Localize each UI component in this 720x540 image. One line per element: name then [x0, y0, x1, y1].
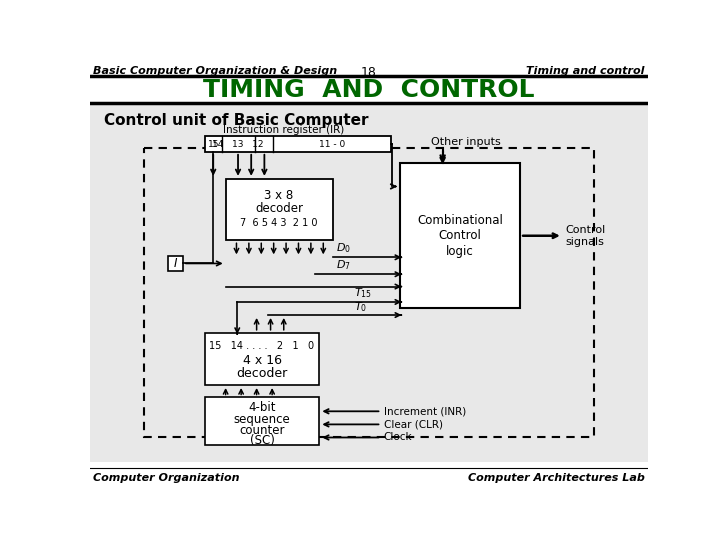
Text: 3 x 8: 3 x 8	[264, 189, 294, 202]
Text: decoder: decoder	[236, 367, 288, 380]
Text: $D_0$: $D_0$	[336, 241, 351, 255]
Bar	[204, 137, 391, 152]
Text: 15   14 . . . .   2   1   0: 15 14 . . . . 2 1 0	[210, 341, 315, 351]
Text: Control: Control	[565, 225, 606, 235]
Text: 7  6 5 4 3  2 1 0: 7 6 5 4 3 2 1 0	[240, 218, 318, 228]
Text: 14   13   12: 14 13 12	[212, 140, 264, 149]
Text: (SC): (SC)	[250, 434, 274, 447]
Bar	[144, 148, 594, 437]
Text: TIMING  AND  CONTROL: TIMING AND CONTROL	[203, 78, 535, 102]
Text: 18: 18	[361, 66, 377, 79]
Text: Combinational: Combinational	[417, 214, 503, 227]
Text: $D_7$: $D_7$	[336, 258, 351, 272]
Text: sequence: sequence	[234, 413, 290, 426]
Text: Computer Organization: Computer Organization	[93, 473, 240, 483]
Text: 4 x 16: 4 x 16	[243, 354, 282, 367]
Text: Increment (INR): Increment (INR)	[384, 406, 466, 416]
Text: Timing and control: Timing and control	[526, 66, 645, 76]
Bar	[204, 397, 320, 445]
Bar	[225, 179, 333, 240]
Text: logic: logic	[446, 245, 474, 258]
Text: decoder: decoder	[255, 201, 303, 214]
Text: counter: counter	[239, 424, 285, 437]
Text: Instruction register (IR): Instruction register (IR)	[223, 125, 344, 135]
Bar	[90, 104, 648, 462]
Text: 4-bit: 4-bit	[248, 401, 276, 414]
Text: 15: 15	[207, 140, 219, 149]
Text: Basic Computer Organization & Design: Basic Computer Organization & Design	[93, 66, 337, 76]
Text: I: I	[174, 257, 177, 270]
Bar	[204, 333, 320, 385]
Bar	[168, 256, 183, 271]
Text: $T_0$: $T_0$	[354, 300, 366, 314]
Text: signals: signals	[565, 237, 604, 247]
Text: $T_{15}$: $T_{15}$	[354, 287, 372, 300]
Text: Clear (CLR): Clear (CLR)	[384, 420, 443, 429]
Text: Control: Control	[438, 230, 482, 242]
Text: Computer Architectures Lab: Computer Architectures Lab	[468, 473, 645, 483]
Text: Control unit of Basic Computer: Control unit of Basic Computer	[104, 113, 369, 129]
Text: Clock: Clock	[384, 433, 413, 442]
Text: Other inputs: Other inputs	[431, 137, 500, 147]
Text: 11 - 0: 11 - 0	[320, 140, 346, 149]
Bar	[400, 164, 520, 308]
